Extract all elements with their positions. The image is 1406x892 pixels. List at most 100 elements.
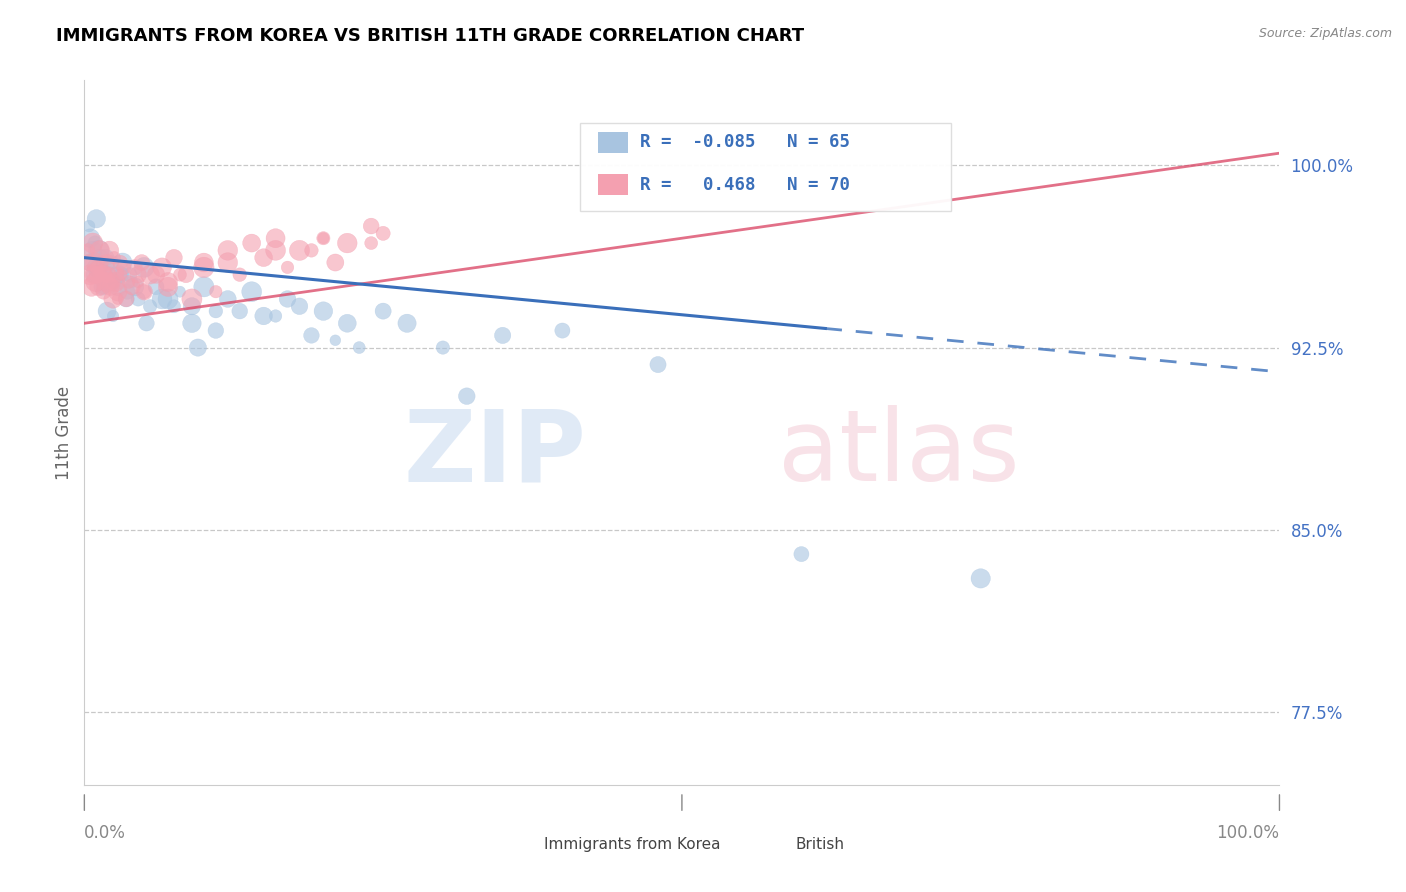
Point (94, 275, 117, 289)
Point (86, 260, 108, 275)
Point (193, 280, 215, 294)
Point (217, 292, 239, 306)
Point (217, 244, 239, 258)
Point (432, 341, 454, 355)
Point (103, 251, 125, 265)
Point (131, 255, 153, 269)
Point (193, 255, 215, 269)
Point (93, 280, 115, 294)
Point (104, 275, 127, 289)
Point (396, 316, 419, 330)
Point (82, 236, 104, 251)
Point (111, 255, 134, 269)
Bar (515, 834, 541, 854)
Point (157, 275, 180, 289)
Point (205, 304, 228, 318)
Point (169, 268, 191, 282)
Point (90, 268, 112, 282)
Point (264, 231, 287, 245)
Point (117, 285, 139, 299)
Point (107, 280, 129, 294)
Text: atlas: atlas (778, 405, 1019, 502)
Point (110, 255, 132, 269)
Point (288, 244, 311, 258)
Point (301, 244, 323, 258)
Point (139, 299, 162, 313)
Point (121, 280, 143, 294)
Point (187, 341, 209, 355)
Y-axis label: 11th Grade: 11th Grade (55, 385, 73, 480)
Point (96, 255, 118, 269)
Point (112, 260, 135, 275)
Point (101, 275, 124, 289)
Text: 100.0%: 100.0% (1216, 823, 1279, 842)
Point (80, 255, 103, 269)
Point (360, 219, 382, 233)
Point (127, 275, 149, 289)
Point (336, 236, 359, 251)
Point (240, 285, 263, 299)
Point (80, 280, 103, 294)
Point (132, 285, 156, 299)
Point (264, 244, 287, 258)
Point (91, 255, 114, 269)
Point (100, 280, 122, 294)
Point (150, 260, 173, 275)
Point (97, 268, 120, 282)
Point (105, 268, 128, 282)
Point (77, 244, 100, 258)
Point (492, 328, 515, 343)
Point (127, 292, 149, 306)
Point (98, 244, 121, 258)
Point (124, 260, 146, 275)
Point (84, 275, 107, 289)
Point (181, 316, 204, 330)
Point (456, 389, 478, 403)
Text: R =  -0.085   N = 65: R = -0.085 N = 65 (640, 133, 851, 152)
Point (97, 260, 120, 275)
Point (205, 324, 228, 338)
Point (288, 299, 311, 313)
Point (277, 260, 299, 275)
Point (163, 299, 186, 313)
Point (115, 292, 138, 306)
Point (373, 227, 395, 241)
Point (132, 285, 156, 299)
Point (96, 304, 118, 318)
Point (551, 324, 574, 338)
Point (93, 268, 115, 282)
Point (83, 268, 105, 282)
Point (163, 251, 186, 265)
Point (373, 304, 395, 318)
Point (101, 292, 124, 306)
Point (86, 211, 108, 226)
Point (82, 244, 104, 258)
Point (349, 341, 371, 355)
Point (79, 268, 101, 282)
Point (91, 280, 114, 294)
Point (336, 316, 359, 330)
Point (103, 275, 125, 289)
Point (970, 571, 993, 585)
Point (94, 251, 117, 265)
Point (312, 231, 335, 245)
Point (83, 268, 105, 282)
Point (127, 268, 149, 282)
Point (253, 309, 276, 323)
Point (229, 304, 252, 318)
Point (312, 231, 335, 245)
Point (790, 547, 813, 561)
Point (253, 251, 276, 265)
Point (325, 333, 347, 347)
Point (91, 268, 114, 282)
Point (325, 255, 347, 269)
Point (87, 244, 110, 258)
Text: IMMIGRANTS FROM KOREA VS BRITISH 11TH GRADE CORRELATION CHART: IMMIGRANTS FROM KOREA VS BRITISH 11TH GR… (56, 27, 804, 45)
Text: British: British (796, 837, 845, 852)
Point (77, 255, 100, 269)
Text: 0.0%: 0.0% (84, 823, 127, 842)
Point (118, 268, 141, 282)
Point (89, 244, 111, 258)
Point (79, 231, 101, 245)
Point (264, 309, 287, 323)
